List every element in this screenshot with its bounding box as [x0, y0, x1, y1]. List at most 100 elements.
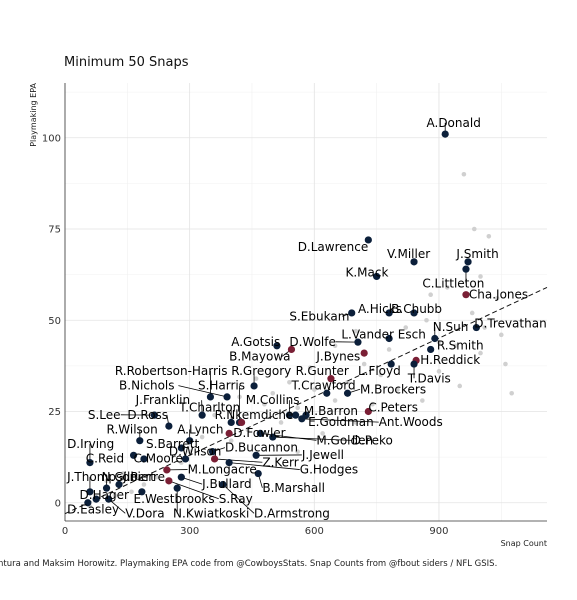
- player-point: [173, 484, 181, 492]
- grid: [64, 83, 547, 521]
- background-point: [332, 343, 338, 349]
- background-point: [509, 390, 514, 396]
- point-label: D.Bucannon: [225, 441, 298, 455]
- background-point: [262, 401, 267, 407]
- background-point: [199, 434, 205, 440]
- point-label: G.Hodges: [300, 463, 358, 477]
- point-label: B.Nichols: [119, 379, 175, 393]
- point-label: S.Ray: [219, 492, 253, 506]
- x-axis-title: Snap Count: [501, 539, 547, 548]
- point-label: J.Pierre: [122, 470, 165, 484]
- player-point: [177, 473, 185, 481]
- background-point: [370, 401, 375, 407]
- chart-caption: ntura and Maksim Horowitz. Playmaking EP…: [0, 559, 497, 569]
- point-label: Cha.Jones: [469, 287, 528, 301]
- point-label: H.Reddick: [420, 353, 480, 367]
- point-label: N.Suh: [433, 320, 469, 334]
- player-point: [427, 345, 435, 354]
- x-tick-label: 900: [429, 526, 448, 537]
- point-label: Ant.Woods: [379, 415, 443, 429]
- background-point: [498, 332, 504, 338]
- point-label: J.Bynes: [315, 349, 360, 363]
- player-point: [256, 429, 264, 437]
- point-label: A.Donald: [427, 116, 481, 130]
- player-point: [136, 437, 144, 445]
- point-label: S.Lee: [88, 408, 121, 422]
- point-label: C.Peters: [368, 401, 418, 415]
- player-point: [150, 411, 158, 419]
- player-point: [327, 375, 335, 383]
- x-tick-label: 300: [180, 526, 199, 537]
- point-label: E.Goldman: [308, 415, 374, 429]
- player-point: [219, 480, 227, 489]
- x-tick-label: 0: [62, 526, 68, 537]
- player-point: [225, 429, 233, 437]
- background-point: [478, 350, 483, 356]
- point-label: L.Vander Esch: [341, 328, 426, 342]
- point-label: B.Mayowa: [229, 349, 290, 363]
- player-point: [364, 236, 372, 244]
- point-label: C.Littleton: [422, 276, 484, 290]
- background-point: [469, 310, 475, 316]
- point-label: D.Ross: [127, 408, 168, 422]
- background-point: [461, 171, 467, 177]
- background-point: [112, 493, 118, 498]
- background-point: [270, 390, 276, 396]
- point-label: D.Easley: [67, 503, 119, 517]
- point-label: T.Davis: [407, 371, 451, 385]
- point-label: A.Gotsis: [231, 335, 280, 349]
- player-point: [223, 393, 231, 401]
- point-label: V.Dora: [125, 506, 164, 520]
- background-point: [428, 292, 433, 298]
- player-point: [298, 415, 306, 423]
- label-leader: [222, 484, 255, 514]
- highlight-points: [84, 130, 480, 507]
- background-point: [154, 474, 159, 480]
- player-point: [225, 459, 233, 467]
- player-point: [323, 389, 331, 397]
- player-point: [343, 389, 352, 397]
- background-point: [187, 449, 192, 454]
- label-leader: [229, 462, 300, 470]
- point-label: D.Armstrong: [254, 506, 330, 520]
- player-point: [140, 455, 148, 463]
- point-label: M.Brockers: [360, 382, 426, 396]
- background-point: [494, 296, 500, 301]
- player-point: [462, 291, 470, 299]
- player-point: [129, 451, 138, 459]
- point-label: D.Hager: [80, 488, 129, 502]
- background-point: [378, 372, 384, 378]
- point-label: D.Lawrence: [298, 240, 369, 254]
- background-point: [141, 482, 147, 487]
- label-leader: [214, 458, 263, 463]
- point-label: D.Trevathan: [474, 317, 546, 331]
- point-label: S.Barrett: [146, 437, 199, 451]
- background-point: [478, 274, 483, 279]
- player-point: [360, 349, 368, 357]
- y-tick-label: 75: [48, 225, 61, 236]
- background-point: [471, 226, 477, 232]
- point-label: D.Wilson: [169, 444, 222, 458]
- background-point: [361, 361, 367, 367]
- point-label: J.Smith: [455, 247, 498, 261]
- background-point: [278, 420, 284, 425]
- point-label: B.Marshall: [262, 481, 325, 495]
- background-point: [228, 438, 234, 444]
- player-point: [186, 437, 194, 445]
- player-point: [181, 455, 190, 463]
- player-point: [92, 495, 100, 503]
- player-point: [86, 488, 94, 496]
- player-point: [462, 265, 470, 273]
- point-label: R.Wilson: [107, 422, 158, 436]
- point-label: T.Charlton: [178, 401, 240, 415]
- player-point: [115, 480, 123, 489]
- player-point: [165, 422, 173, 430]
- background-point: [403, 325, 409, 330]
- player-point: [206, 393, 215, 401]
- background-point: [307, 365, 313, 371]
- point-label: T.Crawford: [290, 379, 355, 393]
- point-label: K.Mack: [345, 265, 388, 279]
- point-label: D.Irving: [67, 437, 114, 451]
- player-point: [208, 448, 217, 456]
